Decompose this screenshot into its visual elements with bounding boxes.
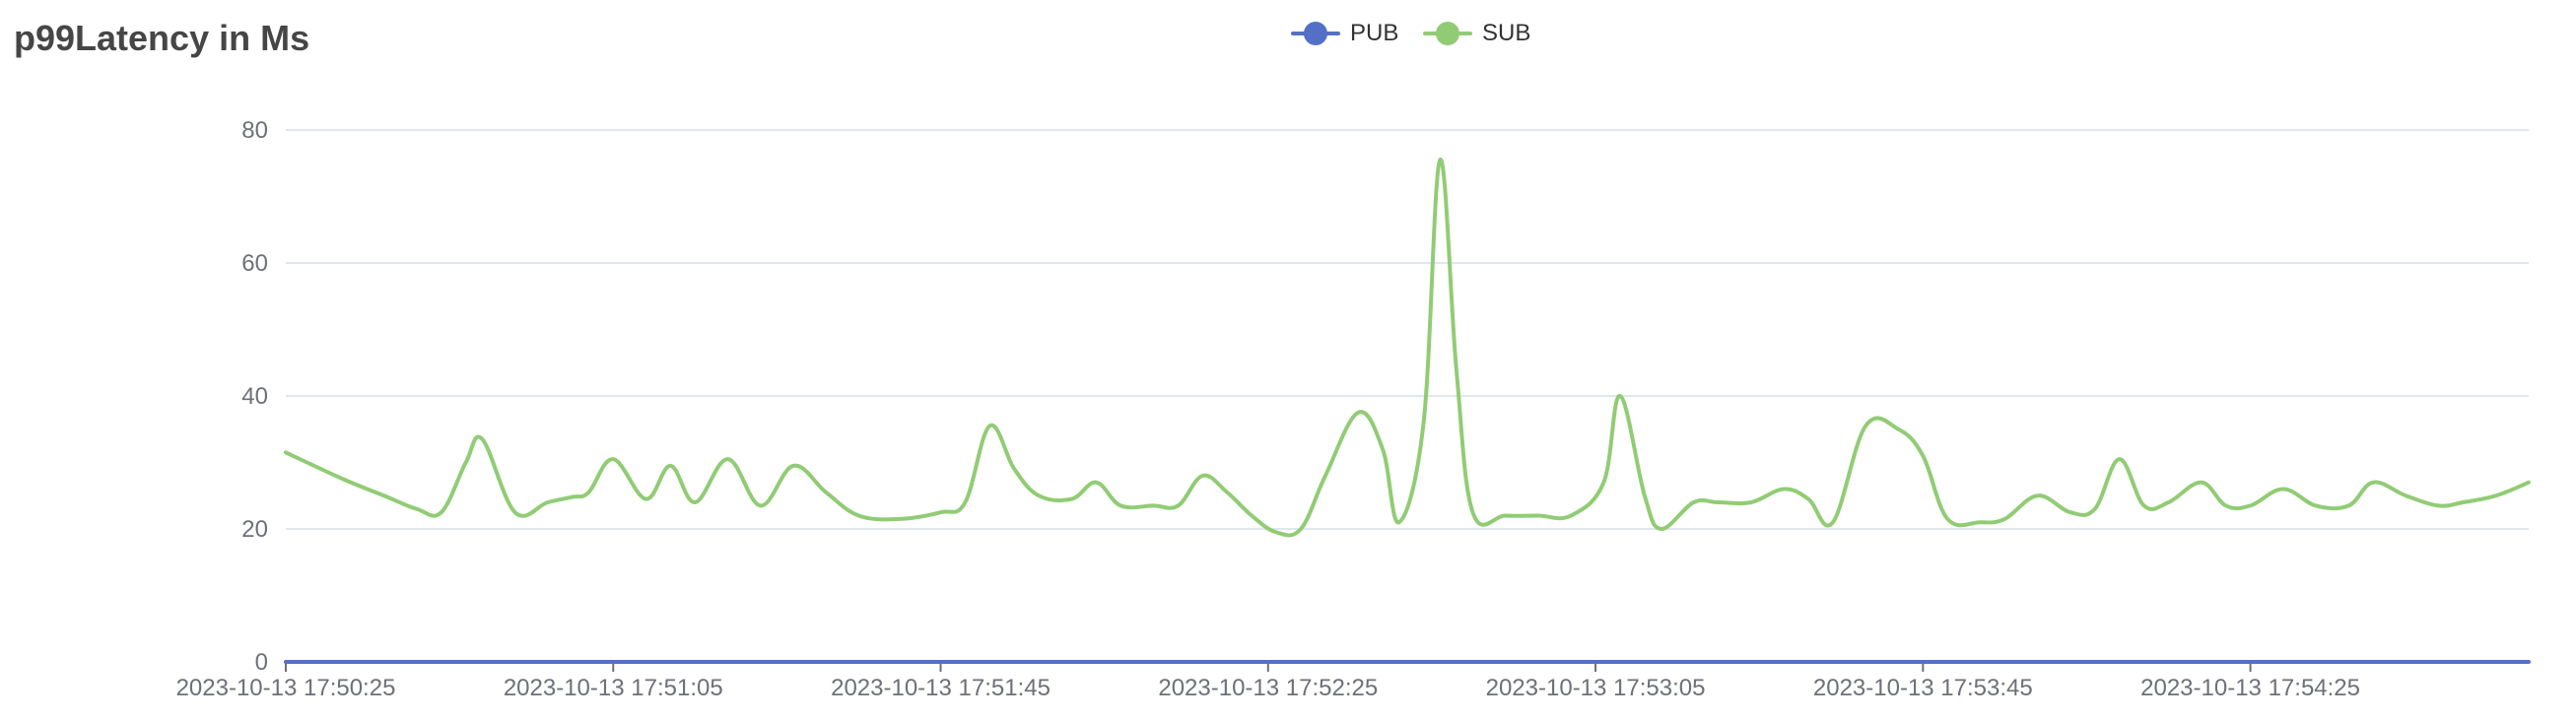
chart-title: p99Latency in Ms xyxy=(14,18,310,58)
y-tick-label-60: 60 xyxy=(241,250,268,277)
y-tick-label-0: 0 xyxy=(255,649,268,676)
x-tick-label-3: 2023-10-13 17:52:25 xyxy=(1158,675,1378,701)
x-tick-label-1: 2023-10-13 17:51:05 xyxy=(504,675,723,701)
grid-lines xyxy=(286,129,2529,530)
x-tick-label-4: 2023-10-13 17:53:05 xyxy=(1486,675,1706,701)
x-tick-label-0: 2023-10-13 17:50:25 xyxy=(176,675,396,701)
y-tick-label-20: 20 xyxy=(241,516,268,543)
series-lines xyxy=(284,158,2531,665)
legend-dot-icon-pub xyxy=(1304,22,1327,45)
series-line-sub xyxy=(284,158,2531,538)
y-axis-labels: 0 20 40 60 80 xyxy=(241,117,268,676)
legend-label-pub: PUB xyxy=(1350,20,1399,46)
legend: PUB SUB xyxy=(0,14,2576,53)
legend-label-sub: SUB xyxy=(1482,20,1531,46)
legend-dot-icon-sub xyxy=(1436,22,1459,45)
x-tick-label-6: 2023-10-13 17:54:25 xyxy=(2140,675,2360,701)
legend-swatch-sub xyxy=(1423,14,1472,53)
x-tick-label-5: 2023-10-13 17:53:45 xyxy=(1813,675,2033,701)
x-tick-label-2: 2023-10-13 17:51:45 xyxy=(831,675,1051,701)
y-tick-label-40: 40 xyxy=(241,383,268,410)
y-tick-label-80: 80 xyxy=(241,117,268,144)
x-axis-labels: 2023-10-13 17:50:25 2023-10-13 17:51:05 20… xyxy=(176,675,2360,701)
legend-item-pub[interactable]: PUB xyxy=(1291,14,1398,53)
legend-swatch-pub xyxy=(1291,14,1340,53)
legend-item-sub[interactable]: SUB xyxy=(1423,14,1530,53)
